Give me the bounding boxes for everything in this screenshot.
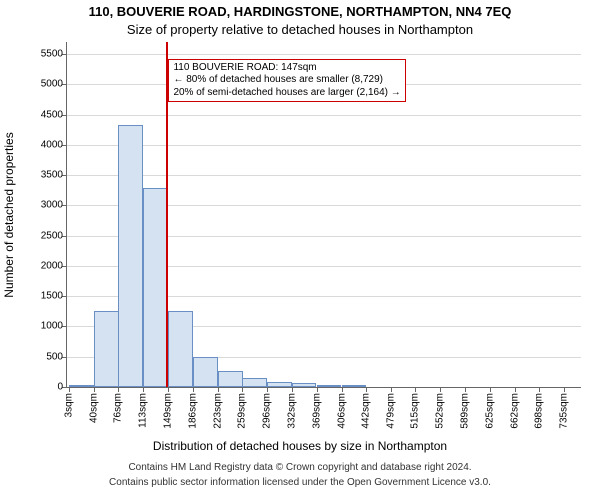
x-tick-label: 735sqm bbox=[559, 393, 570, 429]
x-tick-label: 406sqm bbox=[336, 393, 347, 429]
histogram-bar bbox=[292, 383, 317, 387]
footer-line-1: Contains HM Land Registry data © Crown c… bbox=[0, 462, 600, 473]
x-tick-label: 149sqm bbox=[162, 393, 173, 429]
x-tick-mark bbox=[366, 387, 367, 392]
chart-main-title: 110, BOUVERIE ROAD, HARDINGSTONE, NORTHA… bbox=[0, 4, 600, 19]
x-tick-label: 296sqm bbox=[262, 393, 273, 429]
x-tick-mark bbox=[118, 387, 119, 392]
x-tick-mark bbox=[193, 387, 194, 392]
x-tick-mark bbox=[69, 387, 70, 392]
x-tick-label: 442sqm bbox=[360, 393, 371, 429]
x-tick-mark bbox=[515, 387, 516, 392]
footer-line-2: Contains public sector information licen… bbox=[0, 477, 600, 488]
y-axis-title: Number of detached properties bbox=[2, 132, 16, 297]
y-tick-label: 5500 bbox=[41, 49, 63, 60]
x-tick-label: 40sqm bbox=[89, 393, 100, 423]
y-tick-label: 3500 bbox=[41, 170, 63, 181]
x-tick-mark bbox=[242, 387, 243, 392]
histogram-bar bbox=[193, 357, 218, 387]
x-tick-mark bbox=[267, 387, 268, 392]
x-tick-mark bbox=[292, 387, 293, 392]
histogram-bar bbox=[69, 385, 94, 387]
property-annotation: 110 BOUVERIE ROAD: 147sqm← 80% of detach… bbox=[168, 59, 405, 103]
x-tick-label: 698sqm bbox=[534, 393, 545, 429]
x-tick-label: 76sqm bbox=[113, 393, 124, 423]
grid-line bbox=[67, 115, 581, 116]
x-tick-mark bbox=[218, 387, 219, 392]
x-tick-label: 223sqm bbox=[212, 393, 223, 429]
x-tick-mark bbox=[415, 387, 416, 392]
y-tick-label: 2000 bbox=[41, 260, 63, 271]
x-tick-mark bbox=[539, 387, 540, 392]
x-tick-mark bbox=[143, 387, 144, 392]
y-tick-label: 2500 bbox=[41, 230, 63, 241]
histogram-bar bbox=[317, 385, 342, 387]
x-tick-mark bbox=[490, 387, 491, 392]
x-tick-label: 332sqm bbox=[286, 393, 297, 429]
x-tick-mark bbox=[564, 387, 565, 392]
x-tick-label: 369sqm bbox=[311, 393, 322, 429]
annotation-line: ← 80% of detached houses are smaller (8,… bbox=[173, 74, 400, 87]
y-tick-label: 4500 bbox=[41, 109, 63, 120]
histogram-bar bbox=[168, 311, 193, 387]
y-tick-label: 3000 bbox=[41, 200, 63, 211]
annotation-line: 20% of semi-detached houses are larger (… bbox=[173, 87, 400, 100]
histogram-bar bbox=[118, 125, 143, 387]
histogram-bar bbox=[94, 311, 119, 387]
x-tick-mark bbox=[440, 387, 441, 392]
y-tick-label: 0 bbox=[57, 382, 63, 393]
x-tick-mark bbox=[168, 387, 169, 392]
x-tick-label: 515sqm bbox=[410, 393, 421, 429]
x-tick-label: 113sqm bbox=[138, 393, 149, 428]
x-tick-mark bbox=[94, 387, 95, 392]
x-tick-label: 625sqm bbox=[484, 393, 495, 429]
x-tick-label: 3sqm bbox=[64, 393, 75, 417]
grid-line bbox=[67, 145, 581, 146]
x-tick-label: 552sqm bbox=[435, 393, 446, 429]
chart-subtitle: Size of property relative to detached ho… bbox=[0, 22, 600, 37]
x-tick-mark bbox=[317, 387, 318, 392]
chart-plot-area: 0500100015002000250030003500400045005000… bbox=[66, 42, 581, 388]
y-tick-label: 1500 bbox=[41, 291, 63, 302]
grid-line bbox=[67, 175, 581, 176]
x-tick-mark bbox=[342, 387, 343, 392]
x-tick-label: 259sqm bbox=[237, 393, 248, 429]
grid-line bbox=[67, 54, 581, 55]
y-tick-label: 500 bbox=[46, 351, 63, 362]
x-tick-label: 186sqm bbox=[187, 393, 198, 429]
histogram-bar bbox=[342, 385, 367, 387]
histogram-bar bbox=[267, 382, 292, 387]
x-tick-mark bbox=[391, 387, 392, 392]
x-axis-title: Distribution of detached houses by size … bbox=[0, 439, 600, 453]
y-tick-label: 5000 bbox=[41, 79, 63, 90]
y-tick-label: 1000 bbox=[41, 321, 63, 332]
y-tick-label: 4000 bbox=[41, 139, 63, 150]
histogram-bar bbox=[143, 188, 168, 387]
x-tick-label: 662sqm bbox=[509, 393, 520, 429]
histogram-bar bbox=[218, 371, 243, 387]
histogram-bar bbox=[242, 378, 267, 387]
x-tick-mark bbox=[465, 387, 466, 392]
x-tick-label: 589sqm bbox=[460, 393, 471, 429]
x-tick-label: 479sqm bbox=[385, 393, 396, 429]
annotation-line: 110 BOUVERIE ROAD: 147sqm bbox=[173, 62, 400, 75]
